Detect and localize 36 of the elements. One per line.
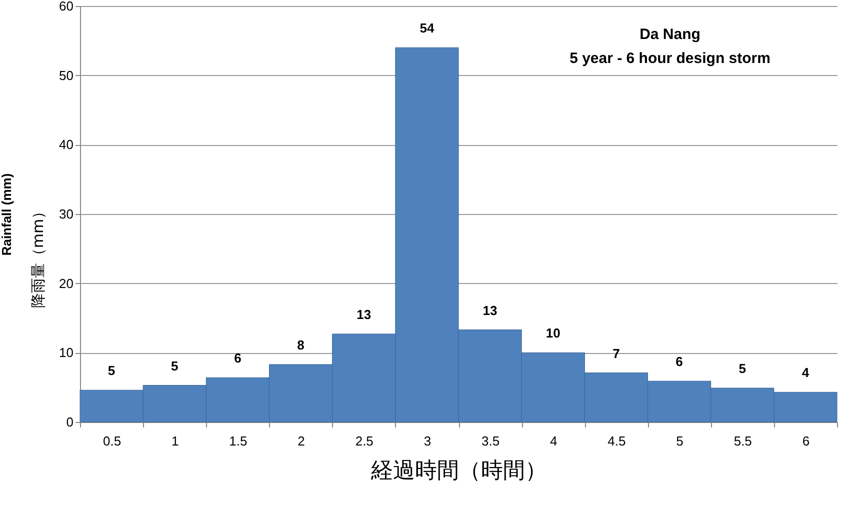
data-label: 54	[420, 20, 435, 36]
data-label: 4	[802, 365, 810, 380]
y-tick-label: 60	[59, 0, 74, 14]
y-tick-label: 30	[59, 206, 74, 222]
x-tick-label: 2.5	[355, 434, 374, 448]
x-tick-label: 5.5	[734, 434, 752, 448]
data-label: 6	[676, 354, 683, 370]
x-tick-label: 6	[802, 434, 810, 448]
y-tick-label: 10	[59, 345, 74, 360]
text: 降雨量（mm）	[29, 204, 47, 308]
x-tick-label: 5	[676, 434, 684, 448]
x-tick-label: 4.5	[608, 434, 626, 448]
x-tick-label: 3	[424, 434, 432, 448]
x-tick-label: 3.5	[482, 434, 500, 448]
x-tick-label: 1	[172, 434, 179, 448]
data-label: 13	[482, 302, 498, 318]
text: Da Nang	[640, 26, 700, 43]
data-label: 5	[108, 363, 116, 378]
text: 5 year - 6 hour design storm	[570, 50, 770, 67]
data-label: 5	[171, 358, 178, 374]
data-label: 13	[356, 306, 372, 322]
x-tick-label: 2	[298, 434, 305, 448]
data-label: 8	[297, 337, 304, 352]
data-label: 10	[546, 326, 560, 341]
x-axis-title: 経過時間（時間）	[370, 458, 547, 482]
y-tick-label: 0	[66, 414, 74, 430]
y-tick-label: 20	[59, 276, 74, 291]
data-label: 7	[612, 346, 620, 361]
data-label: 6	[234, 350, 242, 366]
y-axis-title: Rainfall (mm)	[0, 173, 14, 256]
x-tick-label: 4	[550, 434, 558, 448]
y-tick-label: 40	[59, 137, 74, 152]
x-tick-label: 1.5	[229, 434, 248, 448]
data-label: 5	[738, 361, 746, 376]
x-tick-label: 0.5	[103, 434, 122, 448]
y-tick-label: 50	[59, 68, 74, 83]
